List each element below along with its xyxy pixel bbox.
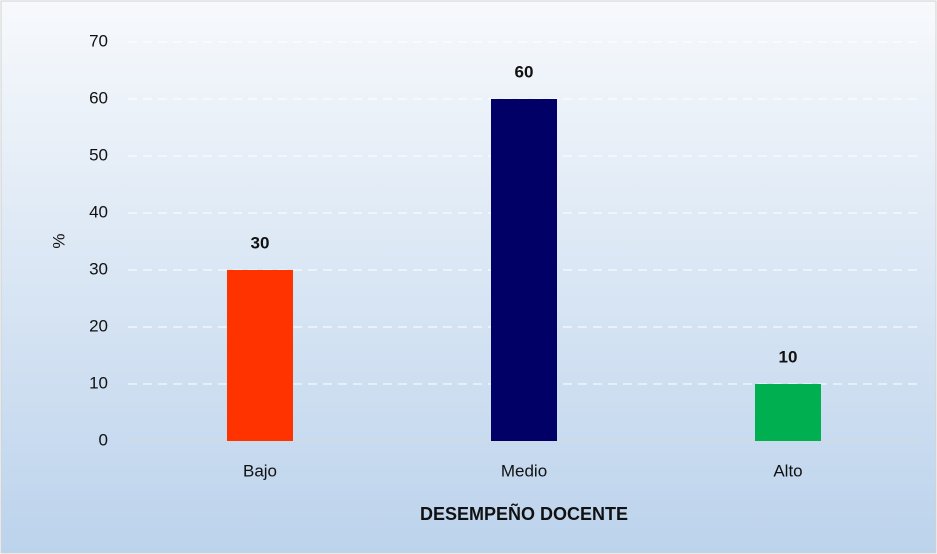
bar [755, 384, 821, 441]
y-tick-label: 30 [89, 259, 108, 278]
data-label: 60 [515, 62, 534, 81]
y-tick-label: 70 [89, 31, 108, 50]
data-label: 30 [251, 233, 270, 252]
data-label: 10 [779, 347, 798, 366]
y-tick-label: 0 [99, 430, 108, 449]
bar [227, 270, 293, 441]
y-axis-label: % [49, 233, 68, 248]
y-tick-label: 20 [89, 316, 108, 335]
x-axis-label: DESEMPEÑO DOCENTE [420, 503, 628, 524]
y-tick-label: 10 [89, 373, 108, 392]
y-tick-label: 60 [89, 88, 108, 107]
y-tick-label: 40 [89, 202, 108, 221]
y-tick-label: 50 [89, 145, 108, 164]
x-tick-label: Alto [773, 461, 802, 480]
x-tick-label: Bajo [243, 461, 277, 480]
bar [491, 99, 557, 441]
x-tick-label: Medio [501, 461, 547, 480]
